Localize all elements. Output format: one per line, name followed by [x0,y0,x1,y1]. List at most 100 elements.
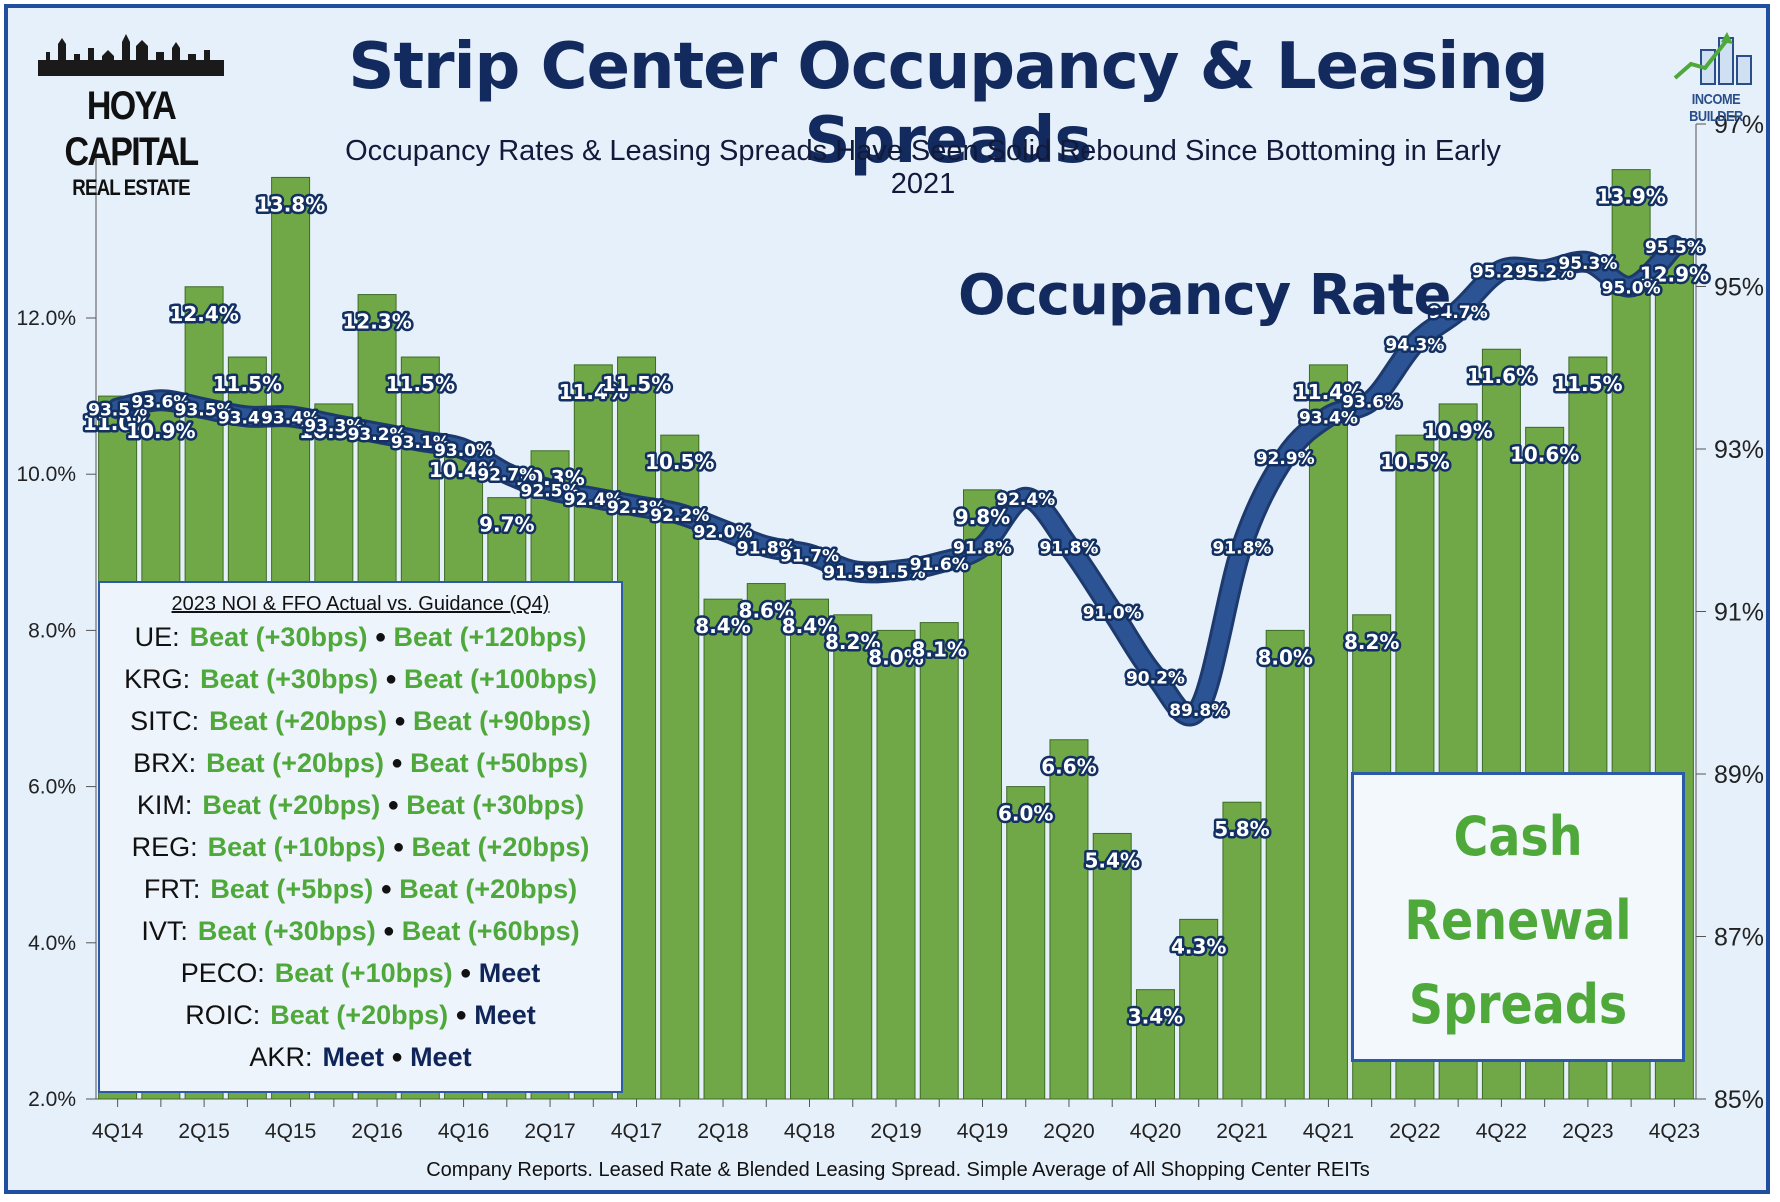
guidance-noi-result: Meet [322,1041,384,1072]
line-data-label: 93.6% [1342,392,1401,412]
x-tick-label: 2Q18 [697,1120,748,1143]
source-note: Company Reports. Leased Rate & Blended L… [426,1159,1370,1181]
guidance-noi-result: Beat (+10bps) [207,831,386,862]
x-tick-label: 2Q15 [178,1120,229,1143]
x-tick-label: 4Q17 [611,1120,662,1143]
guidance-ffo-result: Beat (+20bps) [411,831,590,862]
guidance-noi-result: Beat (+5bps) [210,873,374,904]
income-builder-logo: INCOME BUILDER [1660,28,1772,125]
y-right-tick-label: 95% [1714,274,1764,302]
guidance-ticker: SITC: [130,705,200,736]
bar-data-label: 11.5% [386,372,455,396]
bar-data-label: 8.0% [1257,645,1312,669]
bar-data-label: 5.8% [1214,817,1269,841]
bar-data-label: 11.5% [602,372,671,396]
bar-data-label: 8.1% [912,638,967,662]
bar-data-label: 11.4% [559,380,628,404]
y-left-tick-label: 4.0% [28,932,76,955]
line-data-label: 91.8% [953,539,1012,559]
bar-data-label: 8.2% [1344,630,1399,654]
bar-data-label: 6.0% [998,802,1053,826]
x-tick-label: 2Q17 [524,1120,575,1143]
line-data-label: 92.7% [477,465,536,485]
line-data-label: 95.3% [1558,254,1617,274]
line-data-label: 93.5% [175,400,234,420]
y-left-tick-label: 12.0% [16,307,76,330]
line-data-label: 93.4% [1299,409,1358,429]
bar-data-label: 13.9% [1596,185,1665,209]
guidance-noi-result: Beat (+20bps) [202,789,381,820]
bar-data-label: 10.9% [299,419,368,443]
separator-dot-icon: ● [384,667,398,690]
x-tick-label: 4Q18 [784,1120,835,1143]
line-data-label: 92.5% [521,482,580,502]
line-data-label: 92.4% [996,490,1055,510]
cash-renewal-spreads-label: Cash Renewal Spreads [1351,772,1685,1062]
bar-data-label: 4.3% [1171,934,1226,958]
cash-renewal-line1: Cash [1453,805,1583,868]
hoya-capital-logo: HOYA CAPITAL REAL ESTATE [26,30,236,200]
guidance-row: KRG: Beat (+30bps) ● Beat (+100bps) [100,658,621,700]
bar-data-label: 6.6% [1041,755,1096,779]
skyline-icon [38,34,224,76]
growth-chart-icon [1673,32,1752,85]
bar [876,629,916,1100]
bar-data-label: 10.6% [1510,442,1579,466]
guidance-ffo-result: Meet [410,1041,472,1072]
guidance-row: REG: Beat (+10bps) ● Beat (+20bps) [100,826,621,868]
x-tick-label: 2Q20 [1043,1120,1094,1143]
occupancy-rate-label: Occupancy Rate [958,263,1451,328]
y-left-tick-label: 2.0% [28,1088,76,1111]
bar [1308,364,1348,1100]
logo-left-line2: REAL ESTATE [72,175,190,200]
bar [962,489,1002,1100]
guidance-ffo-result: Beat (+90bps) [413,705,591,736]
guidance-ffo-result: Beat (+30bps) [406,789,585,820]
logo-left-line1: HOYA CAPITAL [64,84,200,174]
line-data-label: 93.4% [261,409,320,429]
guidance-noi-result: Beat (+10bps) [274,957,453,988]
line-data-label: 91.6% [910,555,969,575]
y-right-tick-label: 97% [1714,111,1764,139]
guidance-ffo-result: Beat (+20bps) [399,873,578,904]
guidance-noi-result: Beat (+30bps) [197,915,376,946]
line-data-label: 92.2% [650,506,709,526]
y-left-tick-label: 10.0% [16,463,76,486]
bar-data-label: 10.5% [1380,450,1449,474]
line-data-label: 91.8% [1039,539,1098,559]
x-tick-label: 2Q16 [351,1120,402,1143]
line-data-label: 93.3% [304,417,363,437]
separator-dot-icon: ● [392,835,405,858]
line-data-label: 92.4% [564,490,623,510]
guidance-noi-result: Beat (+20bps) [270,999,449,1030]
guidance-ffo-result: Beat (+100bps) [404,663,597,694]
guidance-ticker: UE: [134,621,180,652]
line-data-label: 90.2% [1126,669,1185,689]
guidance-table: 2023 NOI & FFO Actual vs. Guidance (Q4) … [98,581,623,1093]
cash-renewal-line3: Spreads [1408,973,1628,1036]
guidance-row: KIM: Beat (+20bps) ● Beat (+30bps) [100,784,621,826]
guidance-ticker: KRG: [124,663,191,694]
line-data-label: 93.1% [391,433,450,453]
x-tick-label: 2Q22 [1389,1120,1440,1143]
chart-title: Strip Center Occupancy & Leasing Spreads [348,30,1548,178]
bar [660,434,700,1100]
separator-dot-icon: ● [382,919,395,942]
bar-data-label: 11.0% [83,411,152,435]
line-data-label: 93.5% [88,400,147,420]
bar [1265,629,1305,1100]
bar [1049,739,1089,1100]
bar-data-label: 5.4% [1084,848,1139,872]
x-tick-label: 2Q19 [870,1120,921,1143]
bar-data-label: 8.6% [739,599,794,623]
occupancy-line [109,237,1683,724]
bar [1179,918,1219,1100]
bar-data-label: 10.3% [515,466,584,490]
bar-data-label: 10.4% [429,458,498,482]
bar-data-label: 12.3% [342,310,411,334]
bar-data-label: 10.9% [1423,419,1492,443]
bar [790,598,830,1100]
bar [1006,786,1046,1100]
y-left-tick-label: 6.0% [28,776,76,799]
guidance-row: BRX: Beat (+20bps) ● Beat (+50bps) [100,742,621,784]
